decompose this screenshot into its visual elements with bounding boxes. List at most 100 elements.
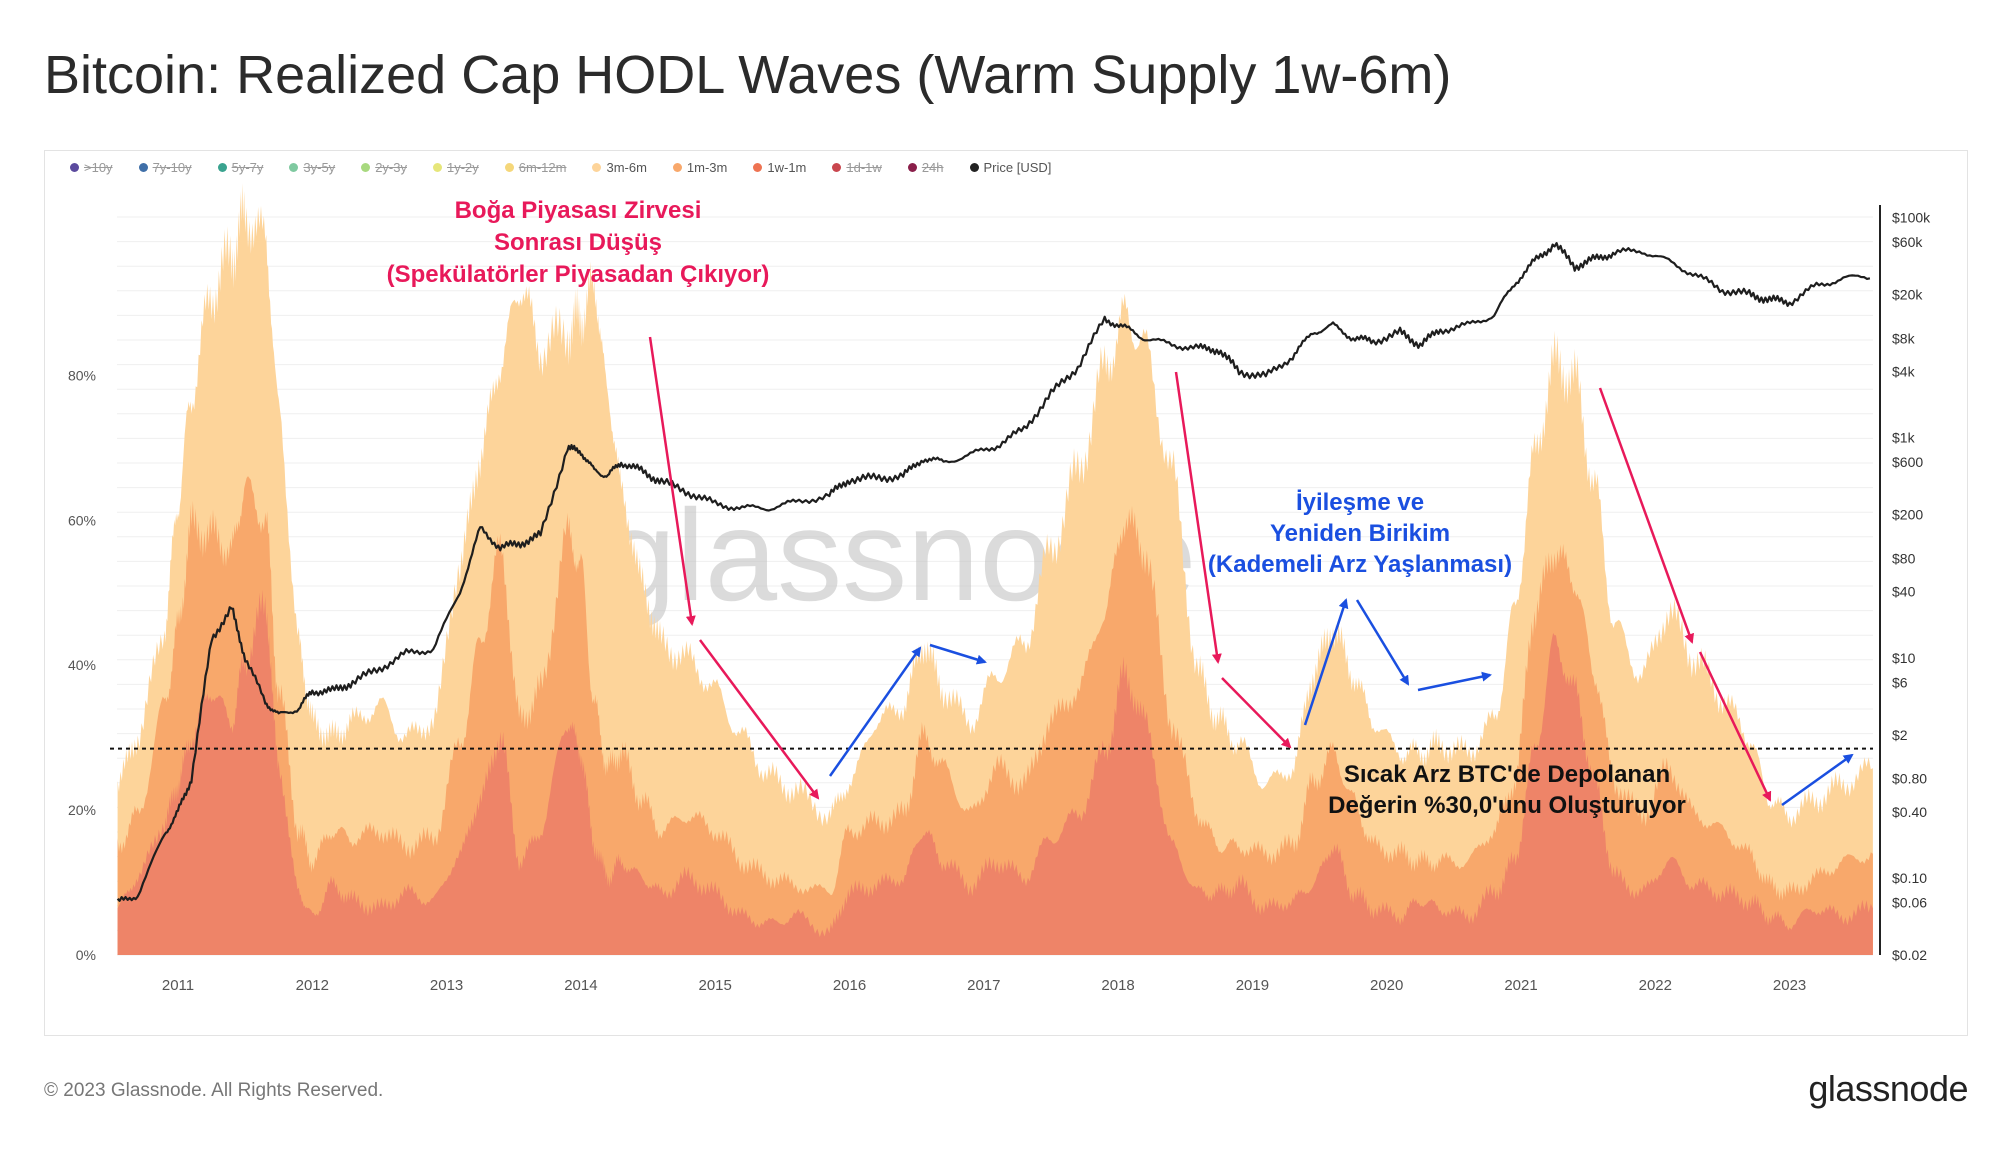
legend-dot-icon xyxy=(70,163,79,172)
y-left-tick-label: 80% xyxy=(68,367,96,383)
y-left-tick-label: 0% xyxy=(76,947,96,963)
legend-label: 2y-3y xyxy=(375,160,407,175)
y-right-tick-label: $10 xyxy=(1892,650,1916,666)
brand-logo: glassnode xyxy=(1808,1068,1968,1109)
price-line xyxy=(116,242,1871,902)
annotation-bull-peak: Sonrası Düşüş xyxy=(494,229,662,256)
copyright-footer: © 2023 Glassnode. All Rights Reserved. xyxy=(44,1080,384,1101)
legend-item[interactable]: 1d-1w xyxy=(832,160,882,175)
x-tick-label: 2016 xyxy=(833,977,866,994)
legend-item[interactable]: 2y-3y xyxy=(361,160,407,175)
price-series xyxy=(116,242,1871,902)
legend-dot-icon xyxy=(672,163,682,172)
legend-label: 7y-10y xyxy=(152,160,192,175)
x-tick-label: 2015 xyxy=(699,977,732,994)
legend-dot-icon xyxy=(592,163,602,172)
bear-arrow xyxy=(1174,371,1222,664)
annotation-warm-supply: Değerin %30,0'unu Oluşturuyor xyxy=(1328,792,1686,819)
y-right-tick-label: $200 xyxy=(1892,507,1923,523)
legend-label: >10y xyxy=(84,160,113,175)
y-right-tick-label: $2 xyxy=(1892,727,1908,743)
legend-label: 1w-1m xyxy=(767,160,807,175)
legend-label: 1m-3m xyxy=(686,160,728,175)
legend-item[interactable]: 7y-10y xyxy=(138,160,192,175)
y-right-tick-label: $20k xyxy=(1892,286,1923,302)
annotation-recovery: İyileşme ve xyxy=(1296,489,1424,516)
bull-arrow xyxy=(1417,671,1492,692)
y-right-tick-label: $0.40 xyxy=(1892,804,1927,820)
legend-item[interactable]: 6m-12m xyxy=(504,160,567,175)
legend-item[interactable]: 3y-5y xyxy=(289,160,335,175)
y-right-tick-label: $0.10 xyxy=(1892,870,1927,886)
y-right-tick-label: $4k xyxy=(1892,363,1916,379)
x-tick-label: 2019 xyxy=(1236,977,1269,994)
legend-dot-icon xyxy=(361,163,371,172)
annotation-arrows xyxy=(648,336,1854,807)
y-right-tick-label: $40 xyxy=(1892,584,1916,600)
axes: 2011 2012 2013 2014 2015 2016 2017 2018 2019 2020… xyxy=(68,205,1931,994)
x-tick-label: 2014 xyxy=(564,977,597,994)
bull-arrow xyxy=(1355,599,1410,686)
bear-arrow xyxy=(648,336,696,626)
area-series xyxy=(117,183,1873,956)
x-tick-label: 2023 xyxy=(1773,977,1806,994)
y-right-tick-label: $60k xyxy=(1892,234,1923,250)
legend-dot-icon xyxy=(289,163,299,172)
y-right-tick-label: $100k xyxy=(1892,210,1931,226)
legend-dot-icon xyxy=(432,163,442,172)
legend-item[interactable]: 1w-1m xyxy=(753,160,806,175)
y-right-tick-label: $0.80 xyxy=(1892,771,1927,787)
legend-label: 5y-7y xyxy=(231,160,264,175)
bull-arrow xyxy=(828,646,922,777)
annotation-recovery: Yeniden Birikim xyxy=(1270,520,1450,547)
legend-label: 6m-12m xyxy=(518,160,567,175)
legend-item[interactable]: 24h xyxy=(907,160,944,175)
x-tick-label: 2011 xyxy=(162,977,194,994)
legend-item[interactable]: >10y xyxy=(70,160,113,175)
y-right-tick-label: $0.06 xyxy=(1892,894,1927,910)
x-tick-label: 2017 xyxy=(967,977,1000,994)
y-left-tick-label: 40% xyxy=(68,657,96,673)
bull-arrow xyxy=(1303,598,1349,726)
y-left-tick-label: 20% xyxy=(68,802,96,818)
legend-dot-icon xyxy=(217,163,227,172)
legend-label: 24h xyxy=(921,160,944,175)
y-right-tick-label: $6 xyxy=(1892,674,1908,690)
annotation-bull-peak: (Spekülatörler Piyasadan Çıkıyor) xyxy=(387,261,770,288)
legend-label: 1y-2y xyxy=(446,160,479,175)
x-tick-label: 2013 xyxy=(430,977,463,994)
y-right-tick-label: $0.02 xyxy=(1892,947,1927,963)
annotation-warm-supply: Sıcak Arz BTC'de Depolanan xyxy=(1344,761,1670,788)
legend-item[interactable]: 1m-3m xyxy=(672,160,728,175)
legend-dot-icon xyxy=(753,163,763,172)
bear-arrow xyxy=(1221,677,1292,749)
bear-arrow xyxy=(1698,651,1772,802)
annotation-recovery: (Kademeli Arz Yaşlanması) xyxy=(1208,551,1512,578)
bear-arrow xyxy=(1598,387,1694,644)
legend-item[interactable]: Price [USD] xyxy=(969,160,1052,175)
x-tick-label: 2021 xyxy=(1504,977,1537,994)
legend-label: 1d-1w xyxy=(846,160,882,175)
x-tick-label: 2022 xyxy=(1639,977,1672,994)
legend-dot-icon xyxy=(504,163,514,172)
bull-arrow xyxy=(929,643,987,665)
annotation-bull-peak: Boğa Piyasası Zirvesi xyxy=(455,197,702,224)
annotations: Boğa Piyasası Zirvesi Sonrası Düşüş (Spekü… xyxy=(387,197,1686,819)
legend-item[interactable]: 1y-2y xyxy=(432,160,479,175)
legend-label: 3m-6m xyxy=(606,160,647,175)
legend-item[interactable]: 5y-7y xyxy=(217,160,264,175)
legend-dot-icon xyxy=(969,163,979,172)
legend-item[interactable]: 3m-6m xyxy=(592,160,647,175)
page-title: Bitcoin: Realized Cap HODL Waves (Warm S… xyxy=(44,45,1452,105)
legend-dot-icon xyxy=(832,163,842,172)
bull-arrow xyxy=(1781,753,1854,807)
chart-frame xyxy=(44,150,1968,1036)
legend-label: 3y-5y xyxy=(303,160,336,175)
y-left-tick-label: 60% xyxy=(68,512,96,528)
y-right-tick-label: $1k xyxy=(1892,430,1916,446)
chart-legend: >10y 7y-10y 5y-7y 3y-5y 2y-3y 1y-2y 6m-12m 3m-6… xyxy=(70,160,1077,175)
x-tick-label: 2018 xyxy=(1101,977,1134,994)
legend-label: Price [USD] xyxy=(983,160,1052,175)
legend-dot-icon xyxy=(907,163,917,172)
